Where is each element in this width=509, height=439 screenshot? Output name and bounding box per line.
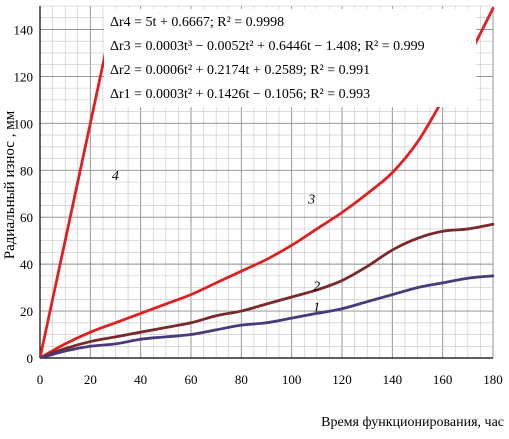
tick-labels: 0 20 40 60 80 100 120 140 160 180 0 20 40 60 80 100 120 1… <box>14 22 503 387</box>
y-axis-title: Радиальный износ , мм <box>2 110 18 259</box>
series-line-3 <box>40 6 495 358</box>
series-line-2 <box>40 222 495 358</box>
series-line-4 <box>40 28 112 358</box>
x-tick-label: 20 <box>84 372 97 387</box>
x-tick-label: 180 <box>483 372 503 387</box>
x-axis-title: Время функционирования, час <box>321 415 504 430</box>
equation-box: Δr4 = 5t + 0.6667; R² = 0.9998 Δr3 = 0.00… <box>104 9 476 107</box>
y-tick-label: 120 <box>14 69 34 84</box>
y-tick-label: 140 <box>14 22 34 37</box>
curve-label-2: 2 <box>313 279 320 294</box>
y-tick-label: 60 <box>20 210 33 225</box>
series-line-1 <box>40 274 495 358</box>
curve-labels: 4 3 2 1 <box>112 169 320 315</box>
x-tick-label: 160 <box>433 372 453 387</box>
x-tick-label: 0 <box>37 372 44 387</box>
equation-line-1: Δr1 = 0.0003t² + 0.1426t − 0.1056; R² = … <box>110 87 370 102</box>
curve-label-4: 4 <box>112 169 119 184</box>
series-lines <box>40 6 495 358</box>
curve-label-3: 3 <box>307 192 315 207</box>
x-tick-label: 60 <box>185 372 198 387</box>
axes <box>39 6 493 359</box>
x-tick-label: 120 <box>332 372 352 387</box>
equation-line-3: Δr3 = 0.0003t³ − 0.0052t² + 0.6446t − 1.… <box>110 39 425 54</box>
y-tick-label: 0 <box>27 351 34 366</box>
curve-label-1: 1 <box>313 300 320 315</box>
equation-line-4: Δr4 = 5t + 0.6667; R² = 0.9998 <box>110 15 284 30</box>
y-tick-label: 40 <box>20 257 33 272</box>
equation-line-2: Δr2 = 0.0006t² + 0.2174t + 0.2589; R² = … <box>110 63 370 78</box>
x-tick-label: 100 <box>282 372 302 387</box>
equation-box-bg <box>104 9 476 107</box>
y-tick-label: 100 <box>14 116 34 131</box>
x-tick-label: 40 <box>134 372 147 387</box>
y-tick-label: 20 <box>20 304 33 319</box>
y-tick-label: 80 <box>20 163 33 178</box>
x-tick-label: 80 <box>235 372 248 387</box>
x-tick-label: 140 <box>383 372 403 387</box>
